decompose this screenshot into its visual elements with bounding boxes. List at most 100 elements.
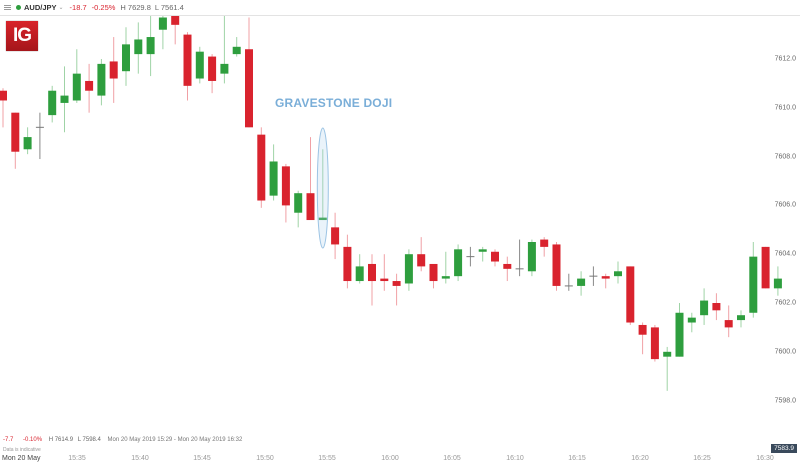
candle-body (109, 61, 118, 79)
range-high: H 7614.9 (48, 437, 74, 443)
candle-body (675, 312, 684, 357)
candle-body (269, 161, 278, 196)
candle-body (134, 39, 143, 55)
range-dates: Mon 20 May 2019 15:29 - Mon 20 May 2019 … (107, 437, 243, 443)
market-status-icon (16, 5, 21, 10)
range-change-pct: -0.10% (23, 437, 43, 443)
x-tick-label: 16:05 (443, 455, 461, 462)
candle-body (737, 315, 745, 321)
date-label: Mon 20 May (2, 455, 41, 462)
range-summary: -7.7 -0.10% H 7614.9 L 7598.4 Mon 20 May… (3, 437, 242, 443)
x-tick-label: 16:30 (756, 455, 774, 462)
range-low: L 7598.4 (77, 437, 101, 443)
instrument-header: AUD/JPY ⌄ -18.7 -0.25% H 7629.8 L 7561.4 (0, 0, 800, 16)
doji-highlight (316, 127, 329, 249)
candle-body (195, 51, 204, 79)
candle-body (417, 254, 426, 267)
candle-body (577, 278, 586, 286)
disclaimer: Data is indicative (3, 447, 41, 453)
candle-body (761, 246, 770, 289)
candle-body (773, 278, 782, 289)
candle-body (306, 193, 315, 221)
candle-body (60, 95, 69, 103)
x-tick-label: 15:50 (256, 455, 274, 462)
candle-body (23, 137, 32, 150)
candle-body (638, 324, 647, 335)
candle-body (404, 254, 413, 284)
candle-body (380, 278, 389, 282)
change-value: -18.7 (69, 3, 87, 12)
candle-body (331, 227, 340, 245)
candle-body (146, 37, 155, 55)
candle-body (626, 266, 635, 323)
y-tick-label: 7602.0 (774, 299, 796, 307)
candle-body (749, 256, 758, 313)
x-tick-label: 16:25 (693, 455, 711, 462)
instrument-selector[interactable]: AUD/JPY (24, 3, 57, 12)
candle-body (355, 266, 364, 282)
high-value: H 7629.8 (120, 3, 151, 12)
x-tick-label: 16:10 (506, 455, 524, 462)
candle-body (48, 90, 57, 116)
candle-body (85, 80, 94, 91)
candle-body (527, 242, 536, 272)
candle-body (171, 16, 180, 25)
x-axis: 15:35 15:40 15:45 15:50 15:55 16:00 16:05 16:10… (0, 455, 800, 462)
candle-body (663, 351, 672, 357)
x-tick-label: 15:55 (318, 455, 336, 462)
menu-icon[interactable] (4, 5, 11, 10)
candle-body (343, 246, 352, 282)
candle-body (245, 49, 253, 128)
ig-logo: IG (6, 21, 38, 51)
x-tick-label: 15:45 (193, 455, 211, 462)
candle-body (454, 249, 463, 277)
candle-body (97, 63, 106, 96)
y-tick-label: 7610.0 (774, 104, 796, 112)
candle-body (257, 134, 266, 201)
gravestone-doji-label: GRAVESTONE DOJI (275, 96, 393, 110)
candle-body (429, 263, 438, 282)
candle-body (368, 263, 376, 282)
candle-body (392, 281, 401, 286)
x-tick-label: 15:40 (131, 455, 149, 462)
candle-body (441, 276, 450, 279)
candle-body (72, 73, 81, 101)
current-price-tag: 7583.9 (771, 444, 797, 453)
candle-body (294, 193, 303, 213)
candle-body (478, 249, 487, 252)
candle-body (601, 276, 610, 279)
x-tick-label: 16:15 (568, 455, 586, 462)
x-tick-label: 15:35 (68, 455, 86, 462)
chevron-down-icon[interactable]: ⌄ (58, 5, 64, 11)
y-tick-label: 7598.0 (774, 397, 796, 405)
candle-body (503, 263, 512, 269)
low-value: L 7561.4 (154, 3, 184, 12)
x-tick-label: 16:00 (381, 455, 399, 462)
candle-body (220, 63, 229, 74)
candlestick-chart[interactable] (0, 16, 800, 436)
candle-body (700, 300, 709, 316)
candle-body (232, 46, 241, 55)
candle-body (540, 239, 549, 247)
candle-body (183, 34, 192, 86)
change-percent: -0.25% (91, 3, 116, 12)
candle-body (11, 112, 20, 152)
y-tick-label: 7600.0 (774, 348, 796, 356)
candle-body (158, 17, 167, 30)
y-tick-label: 7606.0 (774, 201, 796, 209)
candle-body (724, 320, 733, 328)
candle-body (318, 217, 327, 221)
x-tick-label: 16:20 (631, 455, 649, 462)
candle-body (491, 251, 499, 262)
candle-body (687, 317, 696, 323)
candle-body (281, 166, 290, 206)
candle-body (650, 327, 659, 360)
y-tick-label: 7608.0 (774, 153, 796, 161)
candle-body (552, 244, 561, 286)
y-tick-label: 7604.0 (774, 250, 796, 258)
candle-body (614, 271, 622, 277)
y-tick-label: 7612.0 (774, 55, 796, 63)
candle-body (0, 90, 7, 101)
candle-body (208, 56, 217, 81)
range-change: -7.7 (3, 437, 14, 443)
